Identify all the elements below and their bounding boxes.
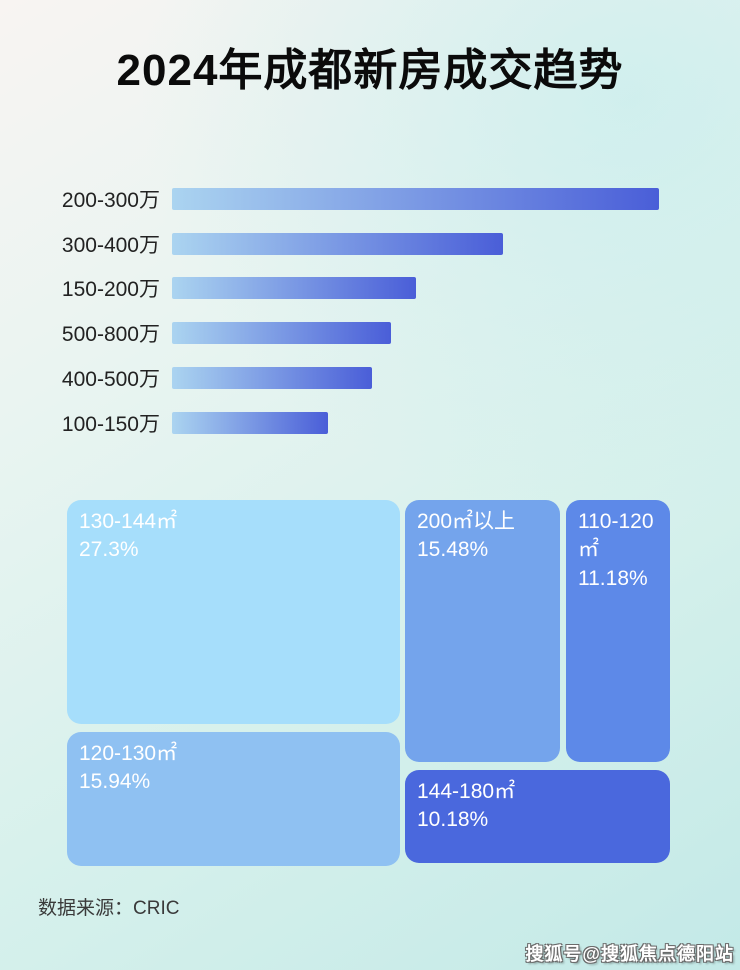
cell-value: 15.48% [417,538,489,562]
cell-label: 200㎡以上 [417,510,516,533]
bar-row: 150-200万 [0,275,740,301]
treemap-cell-144-180: 144-180㎡ 10.18% [405,770,670,863]
bar-150-200 [172,277,416,299]
page-title: 2024年成都新房成交趋势 [116,46,624,95]
bar-row: 200-300万 [0,186,740,212]
cell-label: 110-120㎡ [578,510,654,562]
cell-value: 11.18% [578,566,648,590]
bar-100-150 [172,412,328,434]
watermark-text: 搜狐号@搜狐焦点德阳站 [525,944,734,964]
cell-label: 120-130㎡ [79,742,178,765]
bar-label: 200-300万 [61,189,160,212]
bar-label: 100-150万 [61,413,160,436]
bar-400-500 [172,367,372,389]
bar-label: 400-500万 [61,368,160,391]
bar-label: 300-400万 [61,234,160,257]
cell-value: 10.18% [417,808,489,832]
cell-label: 144-180㎡ [417,780,516,803]
bar-row: 400-500万 [0,365,740,391]
bar-label: 500-800万 [61,323,160,346]
bar-row: 300-400万 [0,231,740,257]
cell-value: 27.3% [79,538,139,562]
bar-200-300 [172,188,659,210]
bar-label: 150-200万 [61,278,160,301]
bar-500-800 [172,322,392,344]
treemap-cell-110-120: 110-120㎡ 11.18% [566,500,670,762]
bar-300-400 [172,233,504,255]
treemap-cell-130-144: 130-144㎡ 27.3% [67,500,400,724]
bar-row: 500-800万 [0,320,740,346]
cell-label: 130-144㎡ [79,510,178,533]
treemap-cell-200-plus: 200㎡以上 15.48% [405,500,560,762]
data-source-label: 数据来源：CRIC [38,898,180,919]
bar-row: 100-150万 [0,410,740,436]
treemap-cell-120-130: 120-130㎡ 15.94% [67,732,400,866]
cell-value: 15.94% [79,770,151,794]
